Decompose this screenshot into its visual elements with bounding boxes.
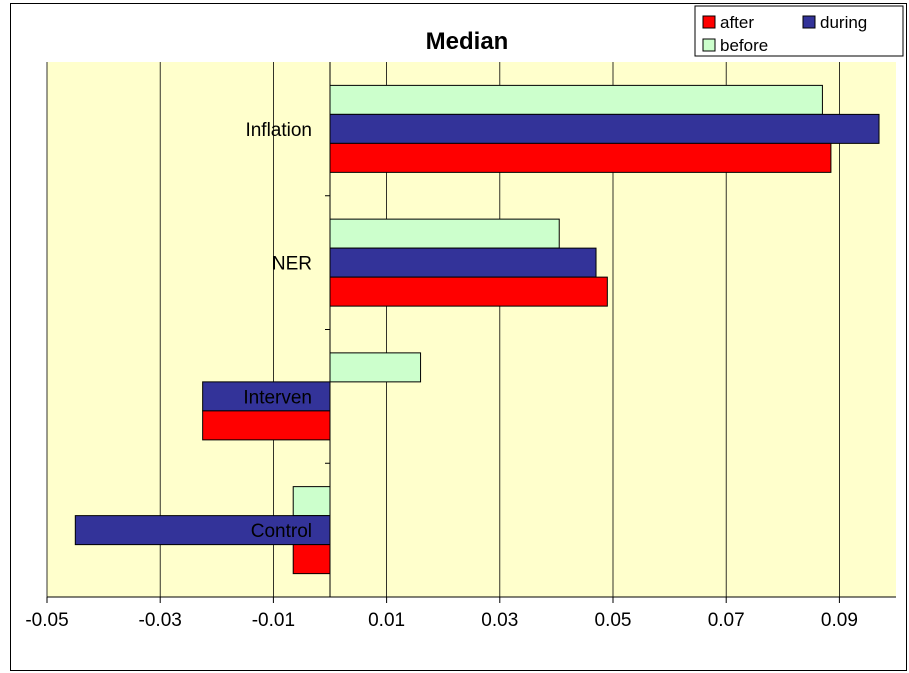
x-tick-label: -0.05 <box>25 610 68 631</box>
bar-ner-after <box>329 276 608 307</box>
legend-swatch-during <box>802 15 816 29</box>
category-label-ner: NER <box>272 254 312 275</box>
x-tick-label: 0.03 <box>481 610 518 631</box>
category-label-interven: Interven <box>243 387 312 408</box>
bar-control-during <box>74 515 331 546</box>
legend: after during before <box>694 5 904 57</box>
bar-control-after <box>292 544 331 575</box>
bar-inflation-during <box>329 113 880 144</box>
chart-frame: -0.05 -0.03 -0.01 0.01 0.03 0.05 0.07 0.09 Infl… <box>10 3 907 671</box>
legend-box <box>694 5 904 57</box>
legend-swatch-after <box>702 15 716 29</box>
category-label-control: Control <box>251 521 312 542</box>
x-tick-label: 0.07 <box>708 610 745 631</box>
bar-ner-before <box>329 218 560 249</box>
x-tick-label: 0.05 <box>595 610 632 631</box>
bar-interven-before <box>329 352 422 383</box>
legend-swatch-before <box>702 38 716 52</box>
bar-ner-during <box>329 247 597 278</box>
category-labels: Inflation NER Interven Control <box>243 120 312 542</box>
bar-inflation-after <box>329 142 832 173</box>
legend-label-during: during <box>820 13 867 32</box>
bar-control-before <box>292 486 331 517</box>
x-tick-label: -0.01 <box>252 610 295 631</box>
x-tick-label: 0.09 <box>821 610 858 631</box>
category-label-inflation: Inflation <box>245 120 312 141</box>
legend-label-after: after <box>720 13 754 32</box>
legend-label-before: before <box>720 36 768 55</box>
x-tick-labels: -0.05 -0.03 -0.01 0.01 0.03 0.05 0.07 0.09 <box>25 610 858 631</box>
x-tick-label: -0.03 <box>139 610 182 631</box>
axes <box>46 62 896 603</box>
bar-inflation-before <box>329 84 823 115</box>
bar-interven-after <box>202 410 331 441</box>
chart-title: Median <box>426 28 509 55</box>
x-tick-label: 0.01 <box>368 610 405 631</box>
median-bar-chart: -0.05 -0.03 -0.01 0.01 0.03 0.05 0.07 0.09 Infl… <box>25 5 904 631</box>
